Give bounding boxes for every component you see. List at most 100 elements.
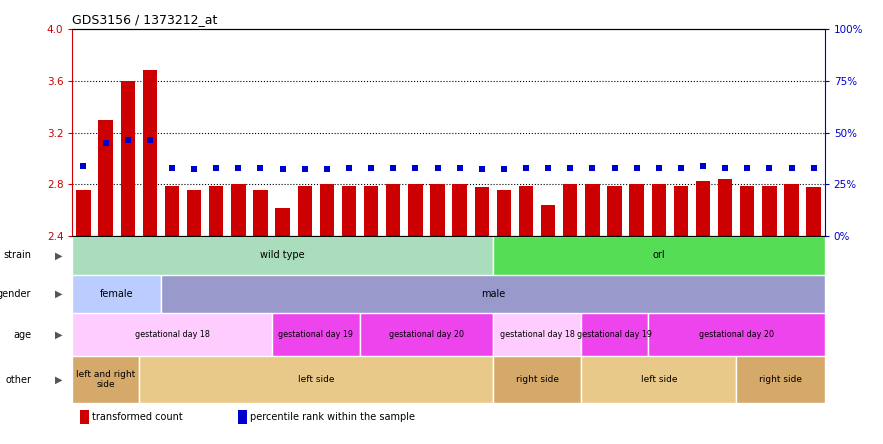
Bar: [718, 179, 732, 236]
Text: ▶: ▶: [55, 329, 63, 340]
Point: [320, 165, 334, 172]
Bar: [76, 190, 91, 236]
Point: [453, 164, 467, 171]
Point: [275, 165, 290, 172]
Bar: [253, 190, 268, 236]
Text: gestational day 19: gestational day 19: [577, 330, 652, 339]
Bar: [581, 313, 648, 357]
Text: age: age: [13, 329, 31, 340]
Bar: [674, 186, 688, 236]
Point: [718, 164, 732, 171]
Point: [696, 163, 710, 170]
Bar: [493, 313, 581, 357]
Text: gestational day 19: gestational day 19: [278, 330, 353, 339]
Text: GDS3156 / 1373212_at: GDS3156 / 1373212_at: [72, 12, 218, 26]
Bar: [238, 410, 247, 424]
Text: left side: left side: [640, 375, 677, 384]
Point: [77, 163, 91, 170]
Bar: [696, 181, 710, 236]
Bar: [581, 357, 736, 403]
Text: left side: left side: [298, 375, 334, 384]
Point: [187, 165, 201, 172]
Point: [430, 164, 444, 171]
Bar: [165, 186, 179, 236]
Text: transformed count: transformed count: [92, 412, 183, 422]
Point: [497, 165, 511, 172]
Text: ▶: ▶: [55, 250, 63, 261]
Point: [585, 164, 600, 171]
Bar: [121, 81, 135, 236]
Text: right side: right side: [759, 375, 802, 384]
Point: [519, 164, 533, 171]
Point: [231, 164, 245, 171]
Text: other: other: [5, 375, 31, 385]
Bar: [784, 184, 799, 236]
Point: [386, 164, 400, 171]
Point: [342, 164, 356, 171]
Point: [408, 164, 422, 171]
Text: gestational day 18: gestational day 18: [134, 330, 209, 339]
Bar: [72, 274, 161, 313]
Bar: [72, 236, 493, 274]
Point: [608, 164, 622, 171]
Point: [475, 165, 489, 172]
Bar: [493, 236, 825, 274]
Bar: [72, 313, 272, 357]
Point: [165, 164, 179, 171]
Point: [298, 165, 312, 172]
Bar: [72, 357, 139, 403]
Bar: [474, 187, 489, 236]
Text: wild type: wild type: [260, 250, 305, 261]
Point: [253, 164, 268, 171]
Point: [740, 164, 754, 171]
Bar: [98, 119, 113, 236]
Point: [784, 164, 798, 171]
Bar: [736, 357, 825, 403]
Bar: [342, 186, 356, 236]
Point: [121, 137, 135, 144]
Text: ▶: ▶: [55, 289, 63, 299]
Text: right side: right side: [516, 375, 559, 384]
Bar: [161, 274, 825, 313]
Bar: [452, 184, 467, 236]
Text: male: male: [480, 289, 505, 299]
Bar: [630, 184, 644, 236]
Text: left and right
side: left and right side: [76, 370, 135, 389]
Point: [99, 139, 113, 147]
Bar: [806, 187, 821, 236]
Bar: [187, 190, 201, 236]
Bar: [320, 184, 334, 236]
Text: strain: strain: [3, 250, 31, 261]
Bar: [541, 205, 555, 236]
Bar: [143, 70, 157, 236]
Bar: [740, 186, 754, 236]
Text: gestational day 18: gestational day 18: [500, 330, 575, 339]
Bar: [652, 184, 666, 236]
Point: [762, 164, 776, 171]
Point: [209, 164, 223, 171]
Text: orl: orl: [653, 250, 665, 261]
Text: percentile rank within the sample: percentile rank within the sample: [250, 412, 415, 422]
Point: [806, 164, 820, 171]
Text: ▶: ▶: [55, 375, 63, 385]
Text: gestational day 20: gestational day 20: [698, 330, 774, 339]
Bar: [80, 410, 89, 424]
Point: [652, 164, 666, 171]
Bar: [298, 186, 312, 236]
Text: gestational day 20: gestational day 20: [389, 330, 464, 339]
Bar: [360, 313, 493, 357]
Text: female: female: [100, 289, 133, 299]
Point: [630, 164, 644, 171]
Point: [674, 164, 688, 171]
Bar: [608, 186, 622, 236]
Bar: [209, 186, 223, 236]
Bar: [408, 184, 423, 236]
Bar: [493, 357, 581, 403]
Point: [563, 164, 577, 171]
Bar: [563, 184, 577, 236]
Bar: [139, 357, 493, 403]
Point: [541, 164, 555, 171]
Text: gender: gender: [0, 289, 31, 299]
Bar: [497, 190, 511, 236]
Bar: [275, 208, 290, 236]
